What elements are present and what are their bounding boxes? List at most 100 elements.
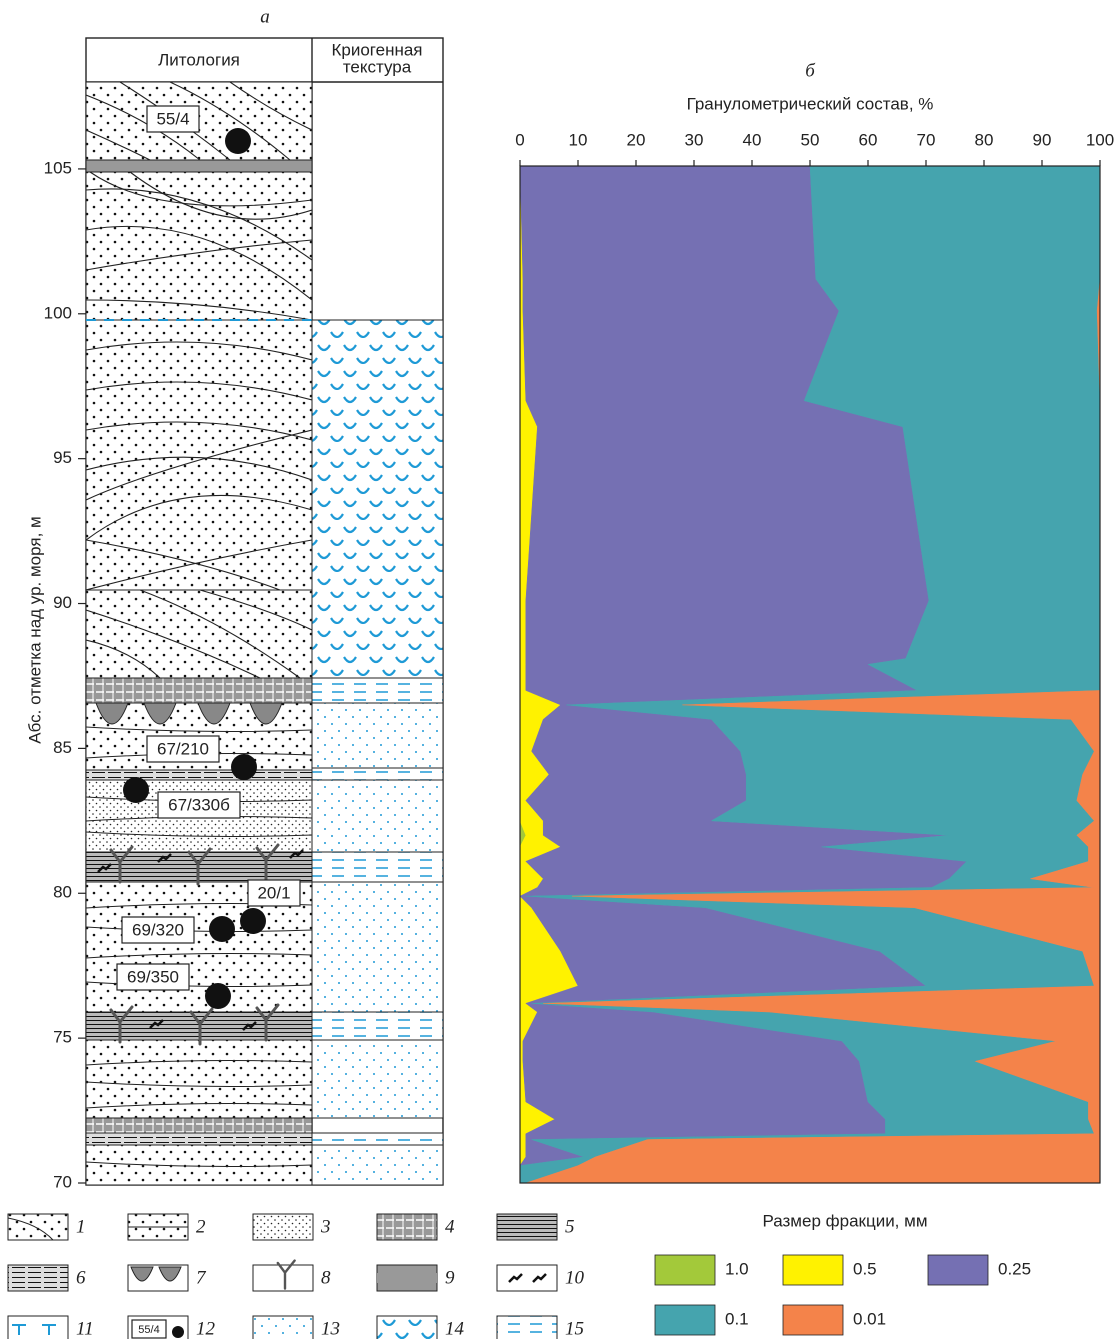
wedge [249,702,283,725]
detritus [242,1021,257,1031]
layer [311,779,444,853]
legend-label: 6 [76,1267,86,1288]
layer [311,1039,444,1119]
legend-swatch [7,1213,69,1241]
header: Криогенная [331,40,422,59]
x-tick-label: 60 [859,130,878,149]
bedding [86,1060,312,1066]
legend-swatch [7,1315,69,1339]
detritus [532,1273,547,1283]
legend-title: Размер фракции, мм [762,1211,927,1230]
sample-dot [123,777,149,803]
legend-swatch [252,1213,314,1241]
layer [311,767,444,781]
y-tick-label: 95 [53,448,72,467]
layer [311,1132,444,1146]
bedding [7,1217,54,1241]
legend-label: 11 [76,1318,94,1339]
bedding [129,171,312,220]
sample-box [247,879,301,907]
sample-box [146,735,220,763]
bedding [86,129,151,161]
bedding [169,82,291,161]
sample-label: 67/330б [168,795,230,814]
root [276,1259,296,1290]
detritus [97,863,112,873]
x-tick-label: 10 [569,130,588,149]
bedding [229,82,312,131]
bedding [86,494,312,541]
bedding [86,188,312,261]
legend-label: 0.25 [998,1259,1031,1278]
detritus [289,849,304,859]
legend-item: 15 [496,1315,584,1339]
wedge [130,1266,154,1282]
legend-swatch [927,1254,989,1286]
legend-swatch [496,1264,558,1292]
y-tick-label: 70 [53,1172,72,1191]
x-tick-label: 30 [685,130,704,149]
header: текстура [343,57,412,76]
header: Литология [158,50,240,69]
wedge [158,1266,182,1282]
bedding [86,953,312,959]
band [377,1273,437,1283]
legend-label: 12 [196,1318,216,1339]
bedding [86,926,312,932]
ice-line [12,1324,56,1335]
layer [86,1117,312,1134]
sample-box [146,105,200,133]
root [255,1003,280,1042]
legend-item: 5 [496,1213,575,1241]
sample-box [157,791,241,819]
x-tick-label: 0 [515,130,524,149]
legend-label: 0.5 [853,1259,877,1278]
legend-swatch [496,1213,558,1241]
sample-label: 20/1 [257,883,290,902]
detritus [508,1273,523,1283]
legend-item: 13 [252,1315,340,1339]
legend-label: 13 [321,1318,340,1339]
x-tick-label: 40 [743,130,762,149]
x-tick-label: 80 [975,130,994,149]
y-tick-label: 75 [53,1028,72,1047]
sample-label: 55/4 [138,1324,159,1336]
sample-dot [205,983,231,1009]
y-tick-label: 105 [44,158,72,177]
bedding [86,1081,312,1087]
bedding [86,1161,312,1167]
layer [311,677,444,704]
x-tick-label: 100 [1086,130,1114,149]
root [189,1007,214,1046]
sample-dot [172,1326,184,1338]
grain-size-chart: б Гранулометрический состав, % Размер фр… [687,60,934,1230]
legend-label: 0.01 [853,1309,886,1328]
legend-label: 7 [196,1267,207,1288]
sample-label: 67/210 [157,739,209,758]
bedding [86,225,312,301]
x-tick-label: 70 [917,130,936,149]
detritus [149,1019,164,1029]
legend-item: 8 [252,1259,331,1292]
legend-label: 14 [445,1318,465,1339]
legend-item: 4 [376,1213,455,1241]
bedding [89,171,312,207]
panel-label: а [260,6,270,27]
root [109,1005,134,1044]
bedding [86,831,312,837]
bedding [86,421,312,441]
legend-label: 9 [445,1267,455,1288]
legend-swatch [782,1304,844,1336]
layer [86,1144,312,1185]
legend-label: 15 [565,1318,584,1339]
legend-label: 4 [445,1216,455,1237]
bedding [86,981,312,987]
wedge [143,702,177,725]
lithology-layers [86,82,312,1185]
layer [311,1144,444,1186]
bedding [86,341,312,361]
sample-label: 69/350 [127,967,179,986]
layer [311,881,444,1013]
legend-item: 2 [127,1213,206,1241]
layer [311,1011,444,1041]
